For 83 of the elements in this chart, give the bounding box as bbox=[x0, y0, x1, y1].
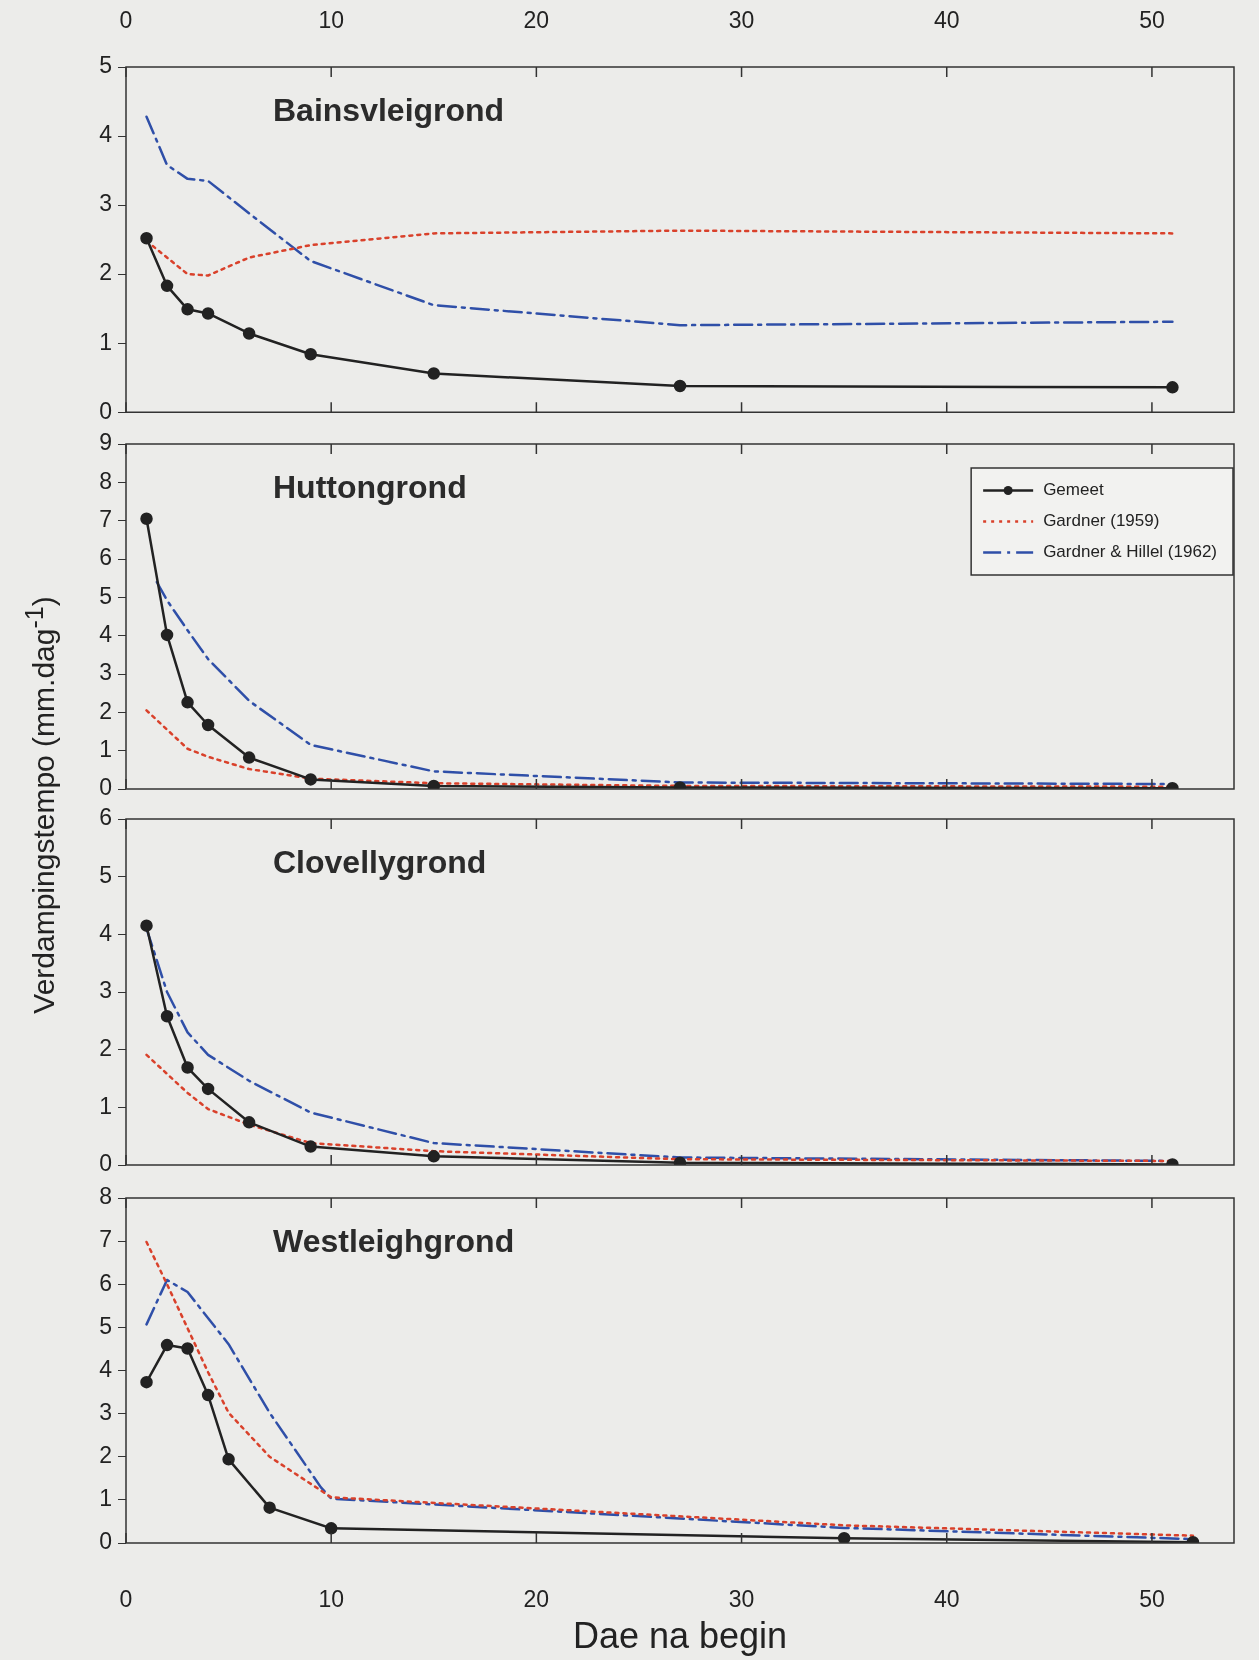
x-tick-label: 0 bbox=[119, 6, 133, 33]
point bbox=[160, 279, 174, 293]
x-tick-label: 40 bbox=[933, 6, 960, 33]
y-tick-label: 4 bbox=[99, 121, 113, 148]
y-tick-label: 6 bbox=[99, 1269, 112, 1296]
point bbox=[1166, 381, 1179, 394]
y-tick-label: 5 bbox=[99, 862, 112, 889]
point bbox=[201, 307, 215, 320]
y-tick-label: 3 bbox=[99, 659, 112, 686]
point bbox=[160, 1009, 174, 1023]
x-tick-label: 50 bbox=[1139, 1586, 1165, 1613]
legend-label: Gardner & Hillel (1962) bbox=[1043, 542, 1218, 562]
x-tick-label: 20 bbox=[523, 6, 550, 33]
x-tick-label: 30 bbox=[728, 6, 755, 33]
point bbox=[324, 1522, 338, 1535]
y-tick-label: 5 bbox=[99, 52, 112, 79]
y-tick-label: 6 bbox=[99, 544, 112, 571]
y-tick-label: 0 bbox=[99, 774, 112, 801]
point bbox=[222, 1453, 235, 1466]
x-axis-title: Dae na begin bbox=[572, 1615, 788, 1657]
y-tick-label: 2 bbox=[99, 697, 112, 724]
y-tick-label: 3 bbox=[99, 1398, 112, 1425]
y-tick-label: 0 bbox=[99, 1528, 112, 1555]
point bbox=[160, 628, 174, 642]
y-tick-label: 4 bbox=[99, 621, 113, 648]
point bbox=[140, 1375, 153, 1389]
x-tick-label: 10 bbox=[318, 6, 344, 33]
point bbox=[263, 1501, 276, 1514]
point bbox=[242, 1116, 256, 1129]
point bbox=[160, 1338, 174, 1352]
y-tick-label: 0 bbox=[99, 1150, 112, 1177]
legend-label: Gardner (1959) bbox=[1043, 511, 1160, 531]
x-tick-label: 50 bbox=[1139, 6, 1165, 33]
text: Westleighgrond bbox=[273, 1222, 515, 1259]
point bbox=[304, 773, 317, 786]
y-tick-label: 2 bbox=[99, 1035, 112, 1062]
y-tick-label: 4 bbox=[99, 919, 113, 946]
point bbox=[427, 367, 441, 380]
text: Bainsvleigrond bbox=[273, 91, 505, 128]
point bbox=[837, 1532, 851, 1543]
point bbox=[140, 231, 153, 245]
y-tick-label: 2 bbox=[99, 1442, 112, 1469]
point bbox=[140, 512, 153, 525]
y-tick-label: 1 bbox=[99, 1485, 112, 1512]
y-tick-label: 1 bbox=[99, 328, 112, 355]
y-tick-label: 2 bbox=[99, 259, 112, 286]
y-tick-label: 3 bbox=[99, 977, 112, 1004]
x-tick-label: 10 bbox=[318, 1586, 344, 1613]
point bbox=[201, 1388, 215, 1402]
y-tick-label: 1 bbox=[99, 736, 112, 763]
x-tick-label: 30 bbox=[728, 1586, 755, 1613]
y-tick-label: 7 bbox=[99, 1226, 112, 1253]
y-tick-label: 5 bbox=[99, 582, 112, 609]
x-tick-label: 40 bbox=[933, 1586, 960, 1613]
y-tick-label: 5 bbox=[99, 1312, 112, 1339]
point bbox=[427, 1150, 441, 1163]
text: Huttongrond bbox=[273, 468, 467, 505]
point bbox=[181, 303, 194, 316]
x-tick-label: 0 bbox=[119, 1586, 133, 1613]
y-tick-label: 8 bbox=[99, 1183, 112, 1210]
x-tick-label: 20 bbox=[523, 1586, 550, 1613]
y-tick-label: 6 bbox=[99, 804, 112, 831]
point bbox=[304, 347, 317, 361]
point bbox=[427, 779, 441, 789]
legend-label: Gemeet bbox=[1043, 480, 1104, 500]
point bbox=[201, 718, 215, 732]
y-tick-label: 4 bbox=[99, 1355, 113, 1382]
point bbox=[181, 1061, 194, 1074]
point bbox=[201, 1082, 215, 1096]
y-tick-label: 8 bbox=[99, 467, 112, 494]
point bbox=[181, 696, 194, 709]
y-tick-label: 7 bbox=[99, 506, 112, 533]
point bbox=[140, 919, 153, 932]
y-tick-label: 3 bbox=[99, 190, 112, 217]
y-tick-label: 9 bbox=[99, 429, 112, 456]
point bbox=[304, 1140, 317, 1153]
point bbox=[181, 1342, 194, 1355]
y-tick-label: 0 bbox=[99, 397, 112, 424]
point bbox=[242, 327, 256, 340]
text: Clovellygrond bbox=[273, 843, 487, 880]
point bbox=[242, 751, 256, 764]
point bbox=[673, 379, 687, 393]
y-tick-label: 1 bbox=[99, 1092, 112, 1119]
